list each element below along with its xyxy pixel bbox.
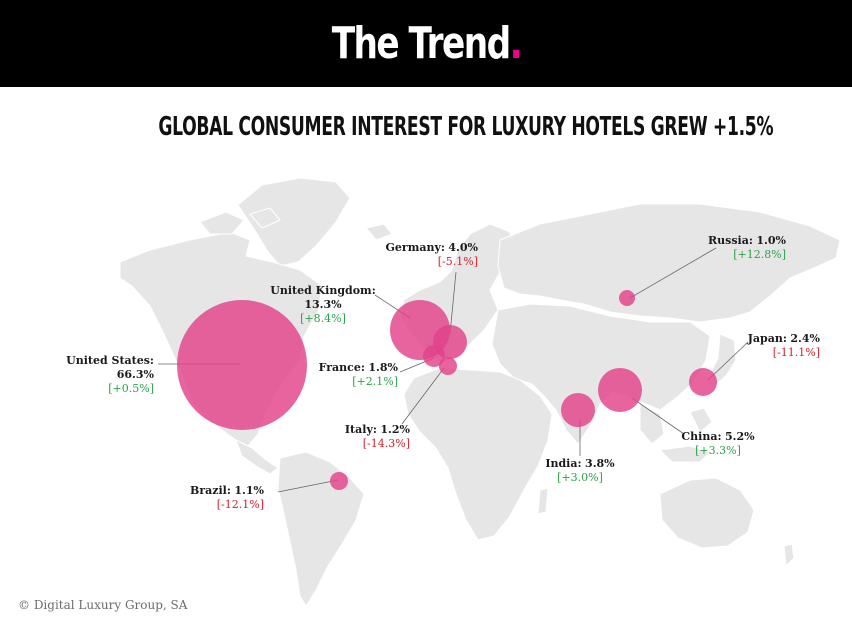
label-uk-share: 13.3% (304, 298, 342, 311)
label-uk-name: United Kingdom: (270, 284, 376, 297)
southeast-asia-shape (639, 403, 713, 463)
label-germany-name: Germany: (385, 241, 445, 254)
label-japan-share: 2.4% (790, 332, 820, 345)
label-us-share: 66.3% (116, 368, 154, 381)
page-title: GLOBAL CONSUMER INTEREST FOR LUXURY HOTE… (158, 112, 774, 142)
bubble-brazil (330, 472, 348, 490)
label-china-name: China: (681, 430, 722, 443)
label-france-name: France: (318, 361, 365, 374)
brand-logo: The Trend. (331, 18, 522, 69)
label-india-share: 3.8% (585, 457, 615, 470)
label-russia-name: Russia: (708, 234, 753, 247)
label-france: France: 1.8% [+2.1%] (318, 361, 398, 389)
label-china: China: 5.2% [+3.3%] (676, 430, 760, 458)
asia-north-shape (497, 203, 841, 323)
africa-shape (403, 367, 553, 541)
greenland-shape (237, 177, 351, 267)
label-brazil-change: [-12.1%] (216, 498, 264, 511)
label-russia: Russia: 1.0% [+12.8%] (706, 234, 786, 262)
label-russia-change: [+12.8%] (733, 248, 786, 261)
bubble-china (598, 368, 642, 412)
label-india-change: [+3.0%] (557, 471, 603, 484)
label-uk-change: [+8.4%] (300, 312, 346, 325)
label-us: United States: 66.3% [+0.5%] (60, 354, 154, 396)
central-america-shape (235, 438, 279, 475)
leader-line-germany (449, 271, 457, 335)
label-uk: United Kingdom: 13.3% [+8.4%] (268, 284, 378, 326)
leader-line-japan (707, 341, 749, 381)
copyright-text: © Digital Luxury Group, SA (18, 598, 188, 612)
australia-shape (659, 477, 755, 549)
label-us-name: United States: (66, 354, 154, 367)
arctic-islands-shape (199, 207, 281, 235)
bubbles (177, 290, 717, 490)
leader-line-brazil (277, 479, 339, 493)
iceland-shape (365, 223, 393, 241)
label-japan-change: [-11.1%] (772, 346, 820, 359)
madagascar-shape (537, 487, 549, 515)
leader-line-russia (629, 247, 717, 299)
leader-line-china (631, 397, 685, 435)
label-italy-share: 1.2% (380, 423, 410, 436)
label-japan-name: Japan: (747, 332, 787, 345)
label-india: India: 3.8% [+3.0%] (540, 457, 620, 485)
label-france-change: [+2.1%] (352, 375, 398, 388)
new-zealand-shape (783, 543, 795, 568)
label-india-name: India: (545, 457, 582, 470)
label-germany: Germany: 4.0% [-5.1%] (384, 241, 479, 269)
label-russia-share: 1.0% (756, 234, 786, 247)
label-brazil: Brazil: 1.1% [-12.1%] (190, 484, 264, 512)
bubble-india (561, 393, 595, 427)
label-japan: Japan: 2.4% [-11.1%] (744, 332, 820, 360)
label-germany-share: 4.0% (448, 241, 478, 254)
leader-line-italy (401, 367, 445, 425)
label-italy-change: [-14.3%] (362, 437, 410, 450)
bubble-us (177, 300, 307, 430)
label-china-share: 5.2% (725, 430, 755, 443)
label-brazil-share: 1.1% (234, 484, 264, 497)
bubble-russia (619, 290, 635, 306)
label-us-change: [+0.5%] (108, 382, 154, 395)
label-france-share: 1.8% (368, 361, 398, 374)
label-china-change: [+3.3%] (695, 444, 741, 457)
bubble-italy (439, 357, 457, 375)
label-brazil-name: Brazil: (190, 484, 231, 497)
bubble-france (423, 345, 445, 367)
label-italy-name: Italy: (344, 423, 377, 436)
south-america-shape (277, 451, 365, 607)
label-italy: Italy: 1.2% [-14.3%] (342, 423, 410, 451)
bubble-japan (689, 368, 717, 396)
label-germany-change: [-5.1%] (437, 255, 478, 268)
header-banner: The Trend. (0, 0, 852, 87)
japan-shape (709, 333, 737, 387)
